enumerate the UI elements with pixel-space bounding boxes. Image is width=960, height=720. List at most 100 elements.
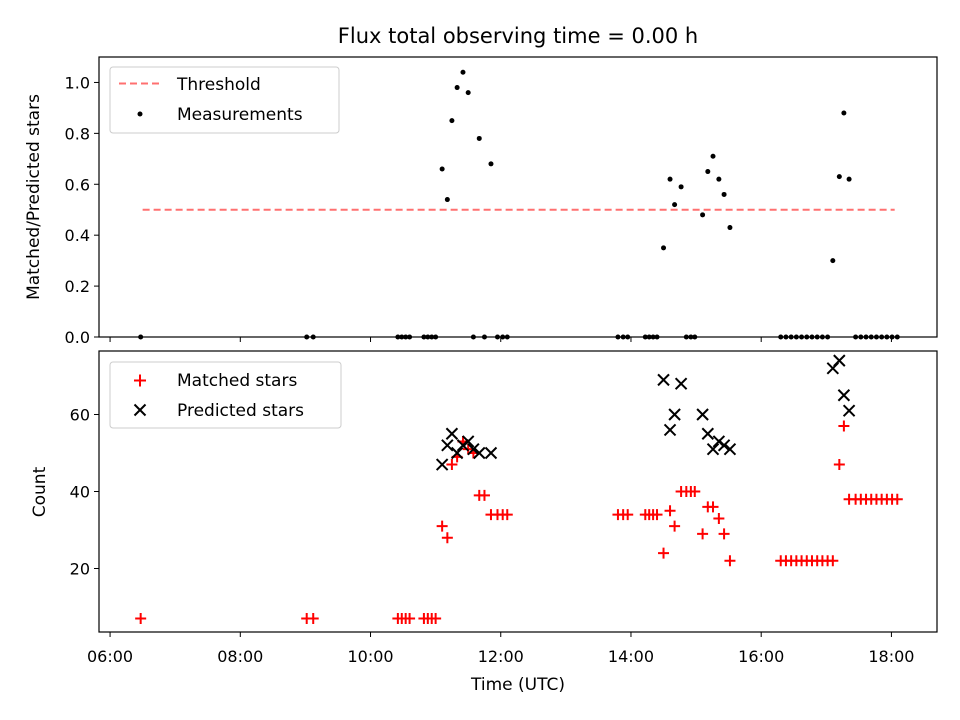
count-y-tick-label: 40	[70, 483, 90, 502]
matched-star-point	[135, 613, 147, 625]
matched-star-point	[707, 501, 719, 513]
count-x-tick-label: 16:00	[738, 647, 784, 666]
count-legend-frame	[109, 361, 342, 429]
predicted-star-point	[723, 442, 737, 456]
matched-star-point	[718, 528, 730, 540]
matched-star-point	[441, 532, 453, 544]
ratio-y-tick-label: 0.4	[65, 226, 90, 245]
measurement-point	[488, 161, 494, 167]
measurement-point	[716, 176, 722, 182]
matched-legend-swatch	[134, 374, 146, 387]
predicted-star-point	[717, 439, 731, 452]
predicted-star-point	[467, 442, 480, 456]
predicted-star-point	[657, 373, 670, 387]
count-x-tick-label: 10:00	[347, 647, 393, 666]
predicted-legend-swatch	[133, 403, 147, 417]
measurement-point	[449, 118, 455, 124]
ratio-panel: 0.0 0.2 0.4 0.6 0.8 1.0 Matched/Predicted sta…	[24, 56, 938, 347]
count-x-tick-label: 12:00	[478, 647, 524, 666]
matched-star-point	[664, 505, 676, 517]
count-x-tick-label: 06:00	[87, 647, 133, 666]
threshold-legend-label: Threshold	[176, 75, 261, 95]
measurement-point	[846, 176, 852, 182]
count-x-tick-label: 14:00	[608, 647, 654, 666]
measurement-point	[841, 110, 847, 116]
measurement-point	[439, 166, 445, 172]
ratio-legend: Threshold Measurements	[109, 66, 340, 134]
count-x-axis: 06:00 08:00 10:00 12:00 14:00 16:00 18:00	[87, 632, 914, 666]
matched-star-point	[724, 555, 736, 567]
predicted-star-point	[435, 458, 449, 471]
predicted-star-point	[696, 408, 709, 421]
matched-star-point	[891, 493, 903, 505]
predicted-star-point	[450, 446, 464, 460]
predicted-star-point	[441, 439, 454, 452]
ratio-y-axis-label: Matched/Predicted stars	[24, 94, 44, 300]
measurement-point	[678, 184, 684, 190]
ratio-y-tick-label: 0.6	[65, 175, 90, 194]
measurement-point	[836, 174, 842, 180]
predicted-star-point	[668, 408, 681, 421]
chart-title: Flux total observing time = 0.00 h	[338, 24, 698, 48]
matched-star-point	[833, 459, 845, 471]
matched-star-point	[622, 509, 634, 521]
count-panel: 20 40 60 06:00 08:00 10:00 12:00 14:00 16:00 18:…	[30, 350, 938, 695]
ratio-y-tick-label: 1.0	[65, 73, 90, 92]
measurement-point	[672, 202, 678, 208]
matched-star-point	[430, 613, 442, 625]
ratio-y-tick-label: 0.2	[65, 277, 90, 296]
measurement-point	[705, 169, 711, 175]
matched-legend-label: Matched stars	[177, 371, 297, 391]
matched-star-point	[697, 528, 709, 540]
measurement-point	[667, 176, 673, 182]
measurement-point	[830, 258, 836, 264]
predicted-star-point	[701, 427, 715, 440]
measurement-point	[661, 245, 667, 251]
matched-star-point	[689, 486, 701, 497]
count-y-axis: 20 40 60	[70, 406, 99, 578]
matched-star-point	[713, 512, 725, 524]
measurement-point	[444, 197, 450, 203]
matched-star-point	[501, 509, 513, 521]
ratio-y-tick-label: 0.8	[65, 124, 90, 143]
measurement-point	[710, 153, 716, 159]
measurement-point	[700, 212, 706, 218]
matched-star-point	[478, 489, 490, 501]
count-y-tick-label: 60	[70, 406, 90, 425]
measurements-legend-label: Measurements	[177, 105, 303, 125]
predicted-star-point	[706, 442, 720, 456]
predicted-legend-label: Predicted stars	[177, 401, 304, 421]
count-legend: Matched stars Predicted stars	[109, 361, 342, 429]
matched-star-point	[446, 459, 458, 471]
measurement-point	[460, 69, 466, 75]
matched-star-point	[651, 509, 663, 521]
predicted-star-point	[842, 404, 856, 417]
matched-star-point	[838, 420, 850, 432]
x-axis-label: Time (UTC)	[470, 675, 565, 695]
matched-star-point	[658, 547, 670, 559]
count-plot-area	[135, 354, 903, 625]
measurement-point	[454, 85, 460, 91]
predicted-star-point	[484, 446, 498, 460]
count-y-axis-label: Count	[30, 466, 50, 517]
matched-star-point	[404, 613, 416, 625]
predicted-star-point	[473, 446, 486, 460]
matched-star-point	[827, 555, 839, 567]
count-x-tick-label: 08:00	[217, 647, 263, 666]
measurement-point	[721, 191, 727, 197]
count-y-tick-label: 20	[70, 559, 90, 578]
predicted-star-point	[445, 427, 459, 440]
measurement-point	[465, 90, 471, 96]
ratio-x-axis	[109, 337, 892, 342]
measurements-legend-swatch	[137, 111, 143, 117]
predicted-star-point	[833, 354, 846, 367]
ratio-legend-frame	[109, 66, 340, 134]
predicted-star-point	[674, 377, 688, 390]
measurement-point	[476, 135, 482, 141]
measurement-point	[727, 225, 733, 231]
ratio-axes-frame	[98, 56, 938, 338]
predicted-star-point	[837, 389, 851, 402]
ratio-y-axis: 0.0 0.2 0.4 0.6 0.8 1.0	[65, 73, 99, 347]
ratio-y-tick-label: 0.0	[65, 328, 90, 347]
